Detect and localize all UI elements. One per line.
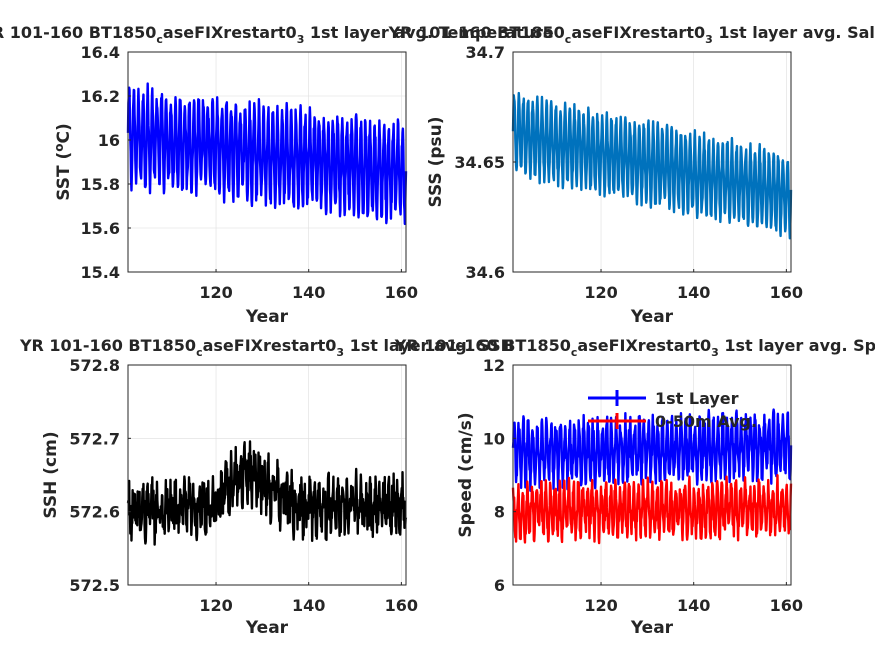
y-tick-label-1: 572.6 [69,503,120,522]
x-tick-label-2: 160 [385,283,418,302]
xlabel-sst: Year [245,307,289,327]
ylabel-ssh: SSH (cm) [41,431,61,518]
series-line-1 [511,474,793,545]
y-tick-label-0: 572.5 [69,576,120,595]
panel-sss: YR 101-160 BT1850caseFIXrestart03 1st la… [388,23,875,327]
x-tick-label-0: 120 [584,596,617,615]
panel-speed: YR 101-160 BT1850caseFIXrestart03 1st la… [394,336,875,638]
x-tick-label-2: 160 [770,283,803,302]
x-ticks-speed: 120 140 160 [584,582,803,615]
y-tick-label-4: 16.2 [81,87,120,106]
x-tick-label-0: 120 [199,283,232,302]
y-tick-label-2: 15.8 [81,175,120,194]
y-tick-label-2: 10 [483,429,505,448]
y-tick-label-0: 15.4 [81,263,120,282]
y-tick-label-0: 34.6 [466,263,505,282]
x-ticks-ssh: 120 140 160 [199,582,418,615]
frame-speed [512,364,792,586]
x-tick-label-2: 160 [385,596,418,615]
series-line-0 [126,82,408,226]
y-tick-label-3: 12 [483,356,505,375]
ylabel-sss: SSS (psu) [426,116,446,207]
legend-label-1st-layer: 1st Layer [655,389,739,408]
y-tick-label-1: 15.6 [81,219,120,238]
frame-sst [127,51,407,273]
xlabel-speed: Year [630,618,674,638]
x-tick-label-1: 140 [677,283,710,302]
xlabel-sss: Year [630,307,674,327]
series-line-0 [511,91,793,240]
series-speed [511,408,793,545]
y-ticks-ssh: 572.5 572.6 572.7 572.8 [69,356,131,595]
y-tick-label-5: 16.4 [81,43,120,62]
series-sst [126,82,408,226]
x-tick-label-0: 120 [199,596,232,615]
y-tick-label-2: 572.7 [69,429,120,448]
y-tick-label-3: 572.8 [69,356,120,375]
y-tick-label-0: 6 [494,576,505,595]
x-tick-label-1: 140 [292,596,325,615]
panel-sst: YR 101-160 BT1850caseFIXrestart03 1st la… [0,23,554,327]
series-line-0 [126,440,408,546]
y-ticks-sst: 15.4 15.6 15.8 16 16.2 16.4 [81,43,131,282]
ylabel-speed: Speed (cm/s) [456,412,476,537]
series-sss [511,91,793,240]
x-tick-label-1: 140 [292,283,325,302]
x-ticks-sst: 120 140 160 [199,269,418,302]
y-ticks-speed: 6 8 10 12 [483,356,516,595]
ylabel-sst: SST (oC) [52,123,74,201]
y-tick-label-1: 8 [494,503,505,522]
title-speed: YR 101-160 BT1850caseFIXrestart03 1st la… [394,336,875,359]
y-tick-label-2: 34.7 [466,43,505,62]
series-ssh [126,440,408,546]
legend-label-0-50m: 0-50m Avg. [655,412,757,431]
title-sss: YR 101-160 BT1850caseFIXrestart03 1st la… [388,23,875,46]
y-ticks-sss: 34.6 34.65 34.7 [454,43,516,282]
x-tick-label-1: 140 [677,596,710,615]
x-tick-label-2: 160 [770,596,803,615]
frame-ssh [127,364,407,586]
xlabel-ssh: Year [245,618,289,638]
y-tick-label-1: 34.65 [454,153,505,172]
y-tick-label-3: 16 [98,131,120,150]
panel-ssh: YR 101-160 BT1850caseFIXrestart03 1st la… [19,336,514,638]
x-ticks-sss: 120 140 160 [584,269,803,302]
series-line-0 [511,408,793,492]
legend-speed: 1st Layer 0-50m Avg. [588,389,757,431]
x-tick-label-0: 120 [584,283,617,302]
title-sst: YR 101-160 BT1850caseFIXrestart03 1st la… [0,23,554,46]
title-ssh: YR 101-160 BT1850caseFIXrestart03 1st la… [19,336,514,359]
